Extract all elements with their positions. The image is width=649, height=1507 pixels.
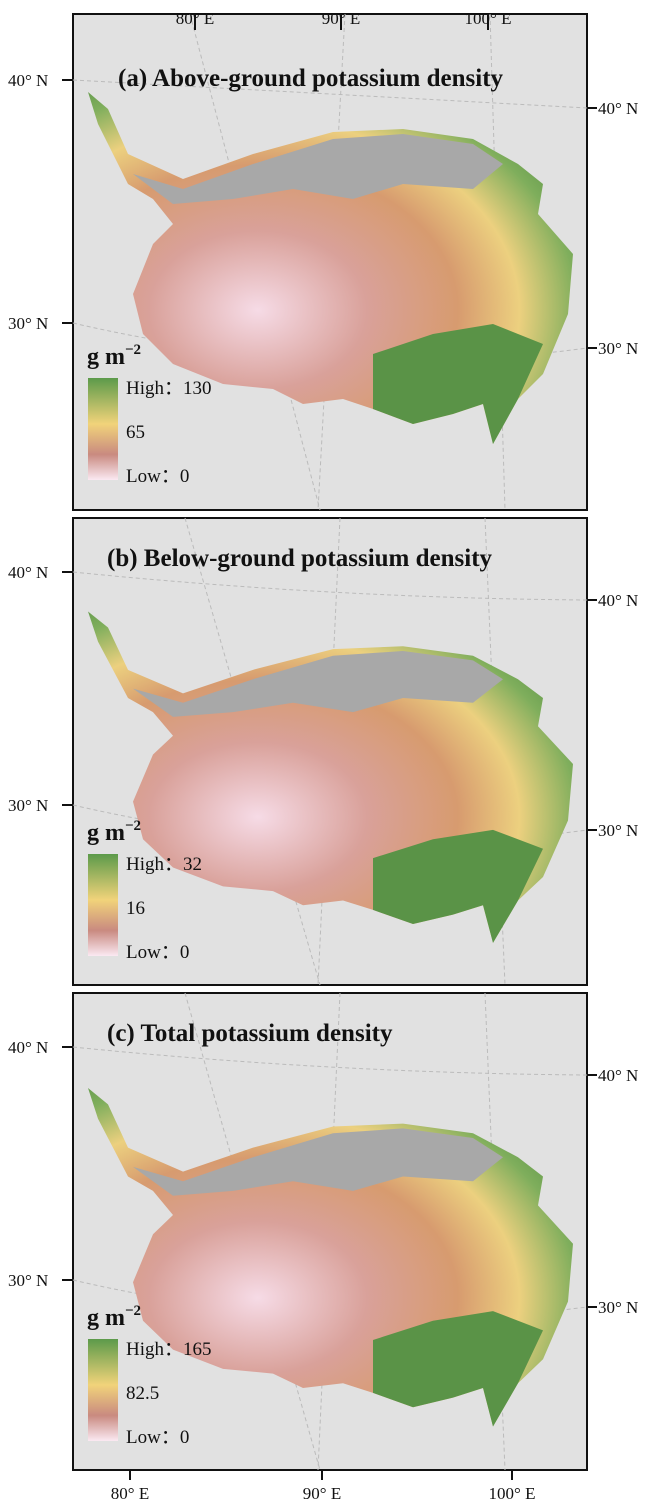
lat-label-right: 30° N [598, 1298, 638, 1317]
legend-mid: 82.5 [126, 1383, 159, 1404]
unit-exponent: −2 [125, 818, 141, 834]
lat-label-left: 30° N [8, 796, 48, 815]
legend-ramp [88, 1339, 118, 1441]
legend-low: Low：0 [126, 466, 189, 487]
legend-high: High：165 [126, 1339, 212, 1360]
lat-label-right: 30° N [598, 821, 638, 840]
lon-label-bottom: 80° E [111, 1484, 149, 1503]
lat-label-left: 40° N [8, 1038, 48, 1057]
legend-high: High：130 [126, 378, 212, 399]
legend-mid: 16 [126, 898, 145, 919]
unit-exponent: −2 [125, 1303, 141, 1319]
legend-low: Low：0 [126, 1427, 189, 1448]
lat-label-left: 40° N [8, 563, 48, 582]
lat-label-right: 40° N [598, 1066, 638, 1085]
legend-ramp [88, 378, 118, 480]
legend-ramp [88, 854, 118, 956]
lon-label-bottom: 90° E [303, 1484, 341, 1503]
lat-label-right: 30° N [598, 339, 638, 358]
lat-label-left: 40° N [8, 71, 48, 90]
lon-label-bottom: 100° E [489, 1484, 536, 1503]
unit-base: g m [87, 820, 125, 846]
lat-label-right: 40° N [598, 99, 638, 118]
legend-mid: 65 [126, 422, 145, 443]
unit-base: g m [87, 344, 125, 370]
lat-label-right: 40° N [598, 591, 638, 610]
legend-high: High：32 [126, 854, 202, 875]
panel-title: (c) Total potassium density [107, 1020, 393, 1047]
lat-label-left: 30° N [8, 1271, 48, 1290]
figure: (a) Above-ground potassium densityg m−2H… [0, 0, 649, 1507]
lat-label-left: 30° N [8, 314, 48, 333]
panel-title: (a) Above-ground potassium density [118, 65, 504, 92]
legend-low: Low：0 [126, 942, 189, 963]
unit-base: g m [87, 1305, 125, 1331]
panel-title: (b) Below-ground potassium density [107, 545, 493, 572]
unit-exponent: −2 [125, 342, 141, 358]
